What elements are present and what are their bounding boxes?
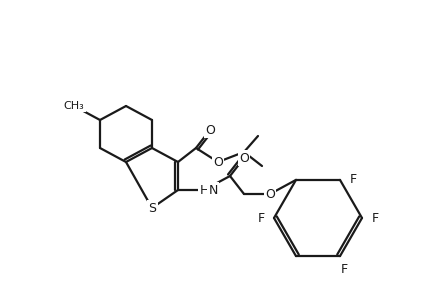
Text: O: O bbox=[205, 123, 215, 137]
Text: F: F bbox=[257, 212, 265, 224]
Text: S: S bbox=[148, 201, 156, 215]
Text: F: F bbox=[371, 212, 378, 224]
Text: CH₃: CH₃ bbox=[64, 101, 85, 111]
Text: N: N bbox=[208, 184, 218, 196]
Text: H: H bbox=[199, 184, 209, 196]
Text: O: O bbox=[265, 188, 275, 200]
Text: O: O bbox=[239, 151, 249, 165]
Text: H: H bbox=[199, 184, 209, 196]
Text: F: F bbox=[341, 262, 347, 276]
Text: O: O bbox=[213, 156, 223, 169]
Text: F: F bbox=[349, 173, 357, 186]
